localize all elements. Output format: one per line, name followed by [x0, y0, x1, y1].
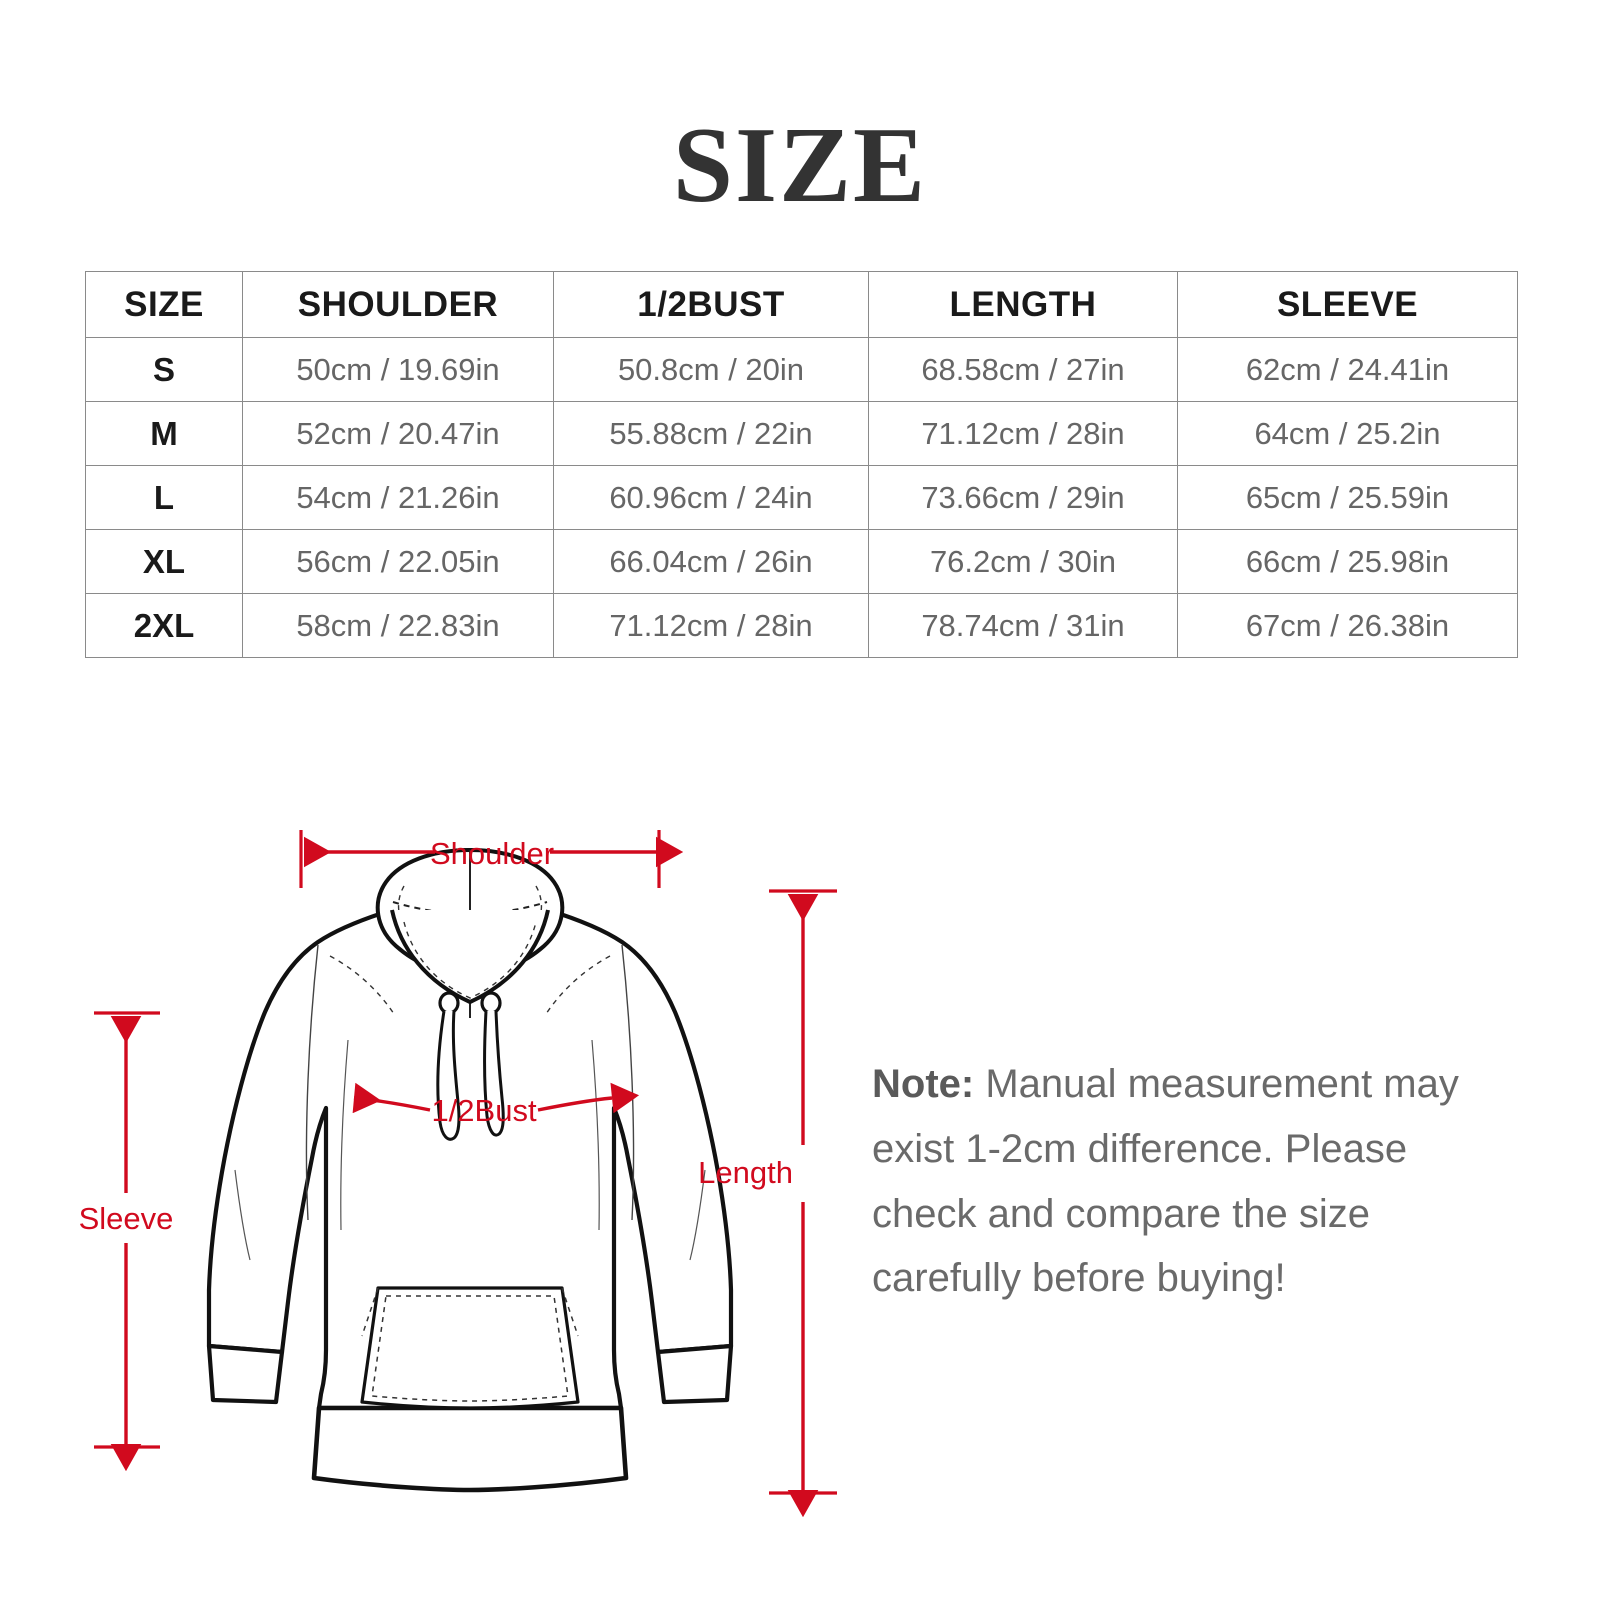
- note-label: Note:: [872, 1062, 975, 1106]
- column-header-halfbust: 1/2BUST: [553, 271, 869, 338]
- cell-shoulder: 50cm / 19.69in: [242, 337, 554, 402]
- shoulder-stitch-left: [329, 955, 395, 1015]
- pocket-opening-right: [561, 1287, 579, 1337]
- cell-shoulder: 58cm / 22.83in: [242, 593, 554, 658]
- cell-size: S: [85, 337, 243, 402]
- measurement-note: Note: Manual measurement may exist 1-2cm…: [872, 1052, 1492, 1311]
- sleeve-drape-left: [234, 1169, 251, 1261]
- front-neck-stitch: [403, 921, 537, 999]
- cell-size: XL: [85, 529, 243, 594]
- measure-sleeve: Sleeve: [79, 1011, 174, 1472]
- kangaroo-pocket: [360, 1286, 580, 1410]
- pocket-stitch: [371, 1295, 569, 1402]
- cell-length: 78.74cm / 31in: [868, 593, 1178, 658]
- column-header-size: SIZE: [85, 271, 243, 338]
- table-row: L 54cm / 21.26in 60.96cm / 24in 73.66cm …: [85, 465, 1518, 530]
- page-title: SIZE: [672, 106, 928, 225]
- cell-shoulder: 54cm / 21.26in: [242, 465, 554, 530]
- sleeve-label: Sleeve: [79, 1201, 174, 1236]
- sleeve-seam-left: [305, 944, 319, 1221]
- cell-halfbust: 60.96cm / 24in: [553, 465, 869, 530]
- cell-length: 76.2cm / 30in: [868, 529, 1178, 594]
- eyelet-right: [480, 991, 502, 1015]
- pocket-opening-left: [361, 1287, 379, 1337]
- halfbust-arrow-right: [537, 1082, 640, 1114]
- cell-size: L: [85, 465, 243, 530]
- waistband-hem: [311, 1405, 629, 1493]
- table-header-row: SIZE SHOULDER 1/2BUST LENGTH SLEEVE: [85, 271, 1518, 338]
- note-text: Manual measurement may exist 1-2cm diffe…: [872, 1062, 1459, 1301]
- cell-sleeve: 62cm / 24.41in: [1177, 337, 1518, 402]
- size-table: SIZE SHOULDER 1/2BUST LENGTH SLEEVE S 50…: [85, 271, 1518, 658]
- table-row: XL 56cm / 22.05in 66.04cm / 26in 76.2cm …: [85, 529, 1518, 594]
- body-drape-right: [591, 1039, 600, 1231]
- cell-shoulder: 52cm / 20.47in: [242, 401, 554, 466]
- hoodie-measurement-diagram: Shoulder 1/2Bust Length Sleeve: [60, 790, 880, 1530]
- cuff-right: [655, 1343, 734, 1405]
- cell-length: 73.66cm / 29in: [868, 465, 1178, 530]
- front-neck-curve: [390, 909, 550, 1004]
- shoulder-label: Shoulder: [430, 836, 554, 871]
- column-header-sleeve: SLEEVE: [1177, 271, 1518, 338]
- eyelet-left: [438, 991, 460, 1015]
- column-header-shoulder: SHOULDER: [242, 271, 554, 338]
- hoodie-illustration: [206, 848, 734, 1493]
- measure-shoulder: Shoulder: [299, 830, 684, 888]
- cell-sleeve: 65cm / 25.59in: [1177, 465, 1518, 530]
- cell-halfbust: 55.88cm / 22in: [553, 401, 869, 466]
- halfbust-arrow-left: [352, 1082, 431, 1114]
- sleeve-drape-right: [689, 1169, 706, 1261]
- cell-halfbust: 50.8cm / 20in: [553, 337, 869, 402]
- cell-length: 71.12cm / 28in: [868, 401, 1178, 466]
- cell-sleeve: 67cm / 26.38in: [1177, 593, 1518, 658]
- table-row: S 50cm / 19.69in 50.8cm / 20in 68.58cm /…: [85, 337, 1518, 402]
- cuff-left: [206, 1343, 285, 1405]
- length-label: Length: [698, 1155, 793, 1190]
- sleeve-seam-right: [621, 944, 635, 1221]
- measure-length: Length: [698, 889, 837, 1518]
- cell-length: 68.58cm / 27in: [868, 337, 1178, 402]
- drawstring-left: [436, 1010, 461, 1141]
- body-drape-left: [340, 1039, 349, 1231]
- cell-halfbust: 66.04cm / 26in: [553, 529, 869, 594]
- table-row: M 52cm / 20.47in 55.88cm / 22in 71.12cm …: [85, 401, 1518, 466]
- cell-sleeve: 64cm / 25.2in: [1177, 401, 1518, 466]
- cell-shoulder: 56cm / 22.05in: [242, 529, 554, 594]
- column-header-length: LENGTH: [868, 271, 1178, 338]
- halfbust-label: 1/2Bust: [431, 1093, 537, 1128]
- shoulder-stitch-right: [545, 955, 611, 1015]
- size-table-container: SIZE SHOULDER 1/2BUST LENGTH SLEEVE S 50…: [85, 271, 1518, 658]
- cell-size: M: [85, 401, 243, 466]
- cell-halfbust: 71.12cm / 28in: [553, 593, 869, 658]
- drawstring-right: [483, 1010, 505, 1137]
- cell-sleeve: 66cm / 25.98in: [1177, 529, 1518, 594]
- measure-half-bust: 1/2Bust: [352, 1082, 640, 1128]
- cell-size: 2XL: [85, 593, 243, 658]
- table-row: 2XL 58cm / 22.83in 71.12cm / 28in 78.74c…: [85, 593, 1518, 658]
